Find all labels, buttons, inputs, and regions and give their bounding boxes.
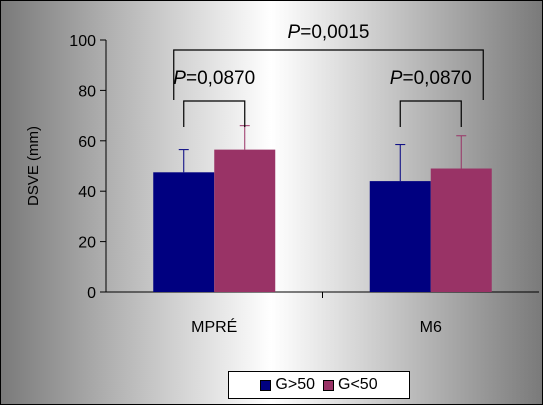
overall-bracket (173, 49, 484, 100)
legend-item-series-0: G>50 (260, 376, 315, 394)
legend-swatch (260, 379, 272, 391)
bar-G>50-M6 (369, 181, 431, 292)
y-tick-label: 80 (78, 83, 96, 100)
bar-G<50-M6 (430, 168, 492, 292)
legend: G>50 G<50 (228, 371, 410, 399)
legend-item-series-1: G<50 (323, 376, 378, 394)
group-bracket (183, 100, 246, 127)
group-p-value: P=0,0870 (173, 68, 255, 89)
y-tick-label: 40 (78, 184, 96, 201)
x-category-label: MPRÉ (191, 317, 237, 336)
group-p-value: P=0,0870 (390, 68, 472, 89)
x-category-label: M6 (420, 319, 442, 336)
y-tick-label: 0 (87, 285, 96, 302)
significance-brackets: P=0,0870 P=0,0870 P=0,0015 (173, 22, 484, 127)
bar-G<50-MPRÉ (214, 149, 276, 292)
legend-swatch (323, 379, 334, 391)
y-axis-title: DSVE (mm) (25, 126, 42, 206)
y-tick-label: 20 (78, 235, 96, 252)
overall-p-value: P=0,0015 (288, 22, 370, 43)
bars (153, 125, 492, 292)
y-tick-label: 60 (78, 134, 96, 151)
legend-label: G<50 (338, 376, 378, 393)
bar-G>50-MPRÉ (153, 172, 215, 292)
legend-label: G>50 (275, 376, 315, 393)
y-tick-label: 100 (69, 33, 96, 50)
group-bracket (399, 100, 462, 127)
